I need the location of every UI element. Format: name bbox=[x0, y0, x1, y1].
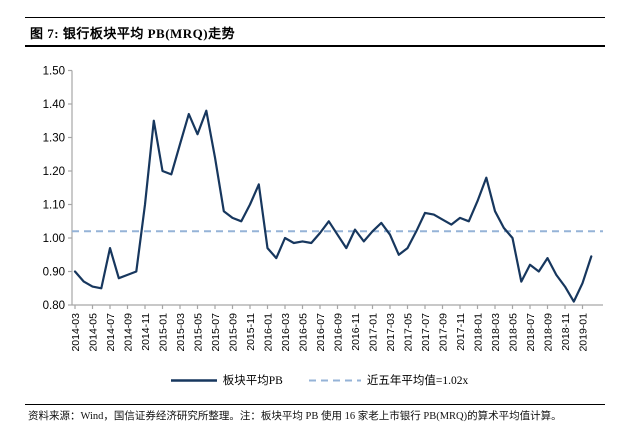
x-tick-label: 2018-09 bbox=[543, 313, 555, 352]
y-tick-label: 1.40 bbox=[43, 99, 65, 111]
footer-rule bbox=[25, 404, 605, 405]
x-tick-label: 2017-09 bbox=[438, 313, 450, 352]
chart-legend: 板块平均PB 近五年平均值=1.02x bbox=[36, 370, 603, 390]
y-tick-label: 0.90 bbox=[43, 267, 65, 279]
x-tick-label: 2018-01 bbox=[473, 313, 485, 352]
y-tick-label: 0.80 bbox=[43, 300, 65, 312]
x-tick-label: 2017-07 bbox=[420, 313, 432, 352]
x-tick-label: 2019-01 bbox=[578, 313, 590, 352]
dashed-line-sample bbox=[308, 379, 361, 381]
x-tick-label: 2016-09 bbox=[333, 313, 345, 352]
legend-item-average: 近五年平均值=1.02x bbox=[308, 372, 469, 388]
top-rule bbox=[25, 17, 605, 18]
y-tick-label: 1.00 bbox=[43, 233, 65, 245]
x-tick-label: 2016-07 bbox=[315, 313, 327, 352]
x-tick-label: 2015-09 bbox=[228, 313, 240, 352]
x-tick-label: 2014-09 bbox=[123, 313, 135, 352]
y-tick-label: 1.10 bbox=[43, 200, 65, 212]
x-tick-label: 2014-05 bbox=[88, 313, 100, 352]
x-tick-label: 2015-03 bbox=[175, 313, 187, 352]
x-tick-label: 2015-07 bbox=[210, 313, 222, 352]
x-tick-label: 2017-03 bbox=[385, 313, 397, 352]
y-tick-label: 1.30 bbox=[43, 133, 65, 145]
legend-label-average: 近五年平均值=1.02x bbox=[366, 375, 469, 387]
x-tick-label: 2018-05 bbox=[508, 313, 520, 352]
x-tick-label: 2014-07 bbox=[105, 313, 117, 352]
x-tick-label: 2018-11 bbox=[560, 313, 572, 351]
x-tick-label: 2014-03 bbox=[70, 313, 82, 352]
x-tick-label: 2015-11 bbox=[245, 313, 257, 351]
y-tick-label: 1.20 bbox=[43, 166, 65, 178]
figure-title: 图 7: 银行板块平均 PB(MRQ)走势 bbox=[30, 26, 236, 41]
legend-label-pb: 板块平均PB bbox=[222, 375, 283, 387]
x-tick-label: 2016-05 bbox=[298, 313, 310, 352]
y-tick-label: 1.50 bbox=[43, 66, 65, 78]
x-tick-label: 2017-01 bbox=[368, 313, 380, 352]
solid-line-sample bbox=[170, 378, 217, 382]
x-tick-label: 2016-11 bbox=[350, 313, 362, 351]
x-tick-label: 2018-07 bbox=[525, 313, 537, 352]
x-tick-label: 2014-11 bbox=[140, 313, 152, 351]
x-tick-label: 2017-11 bbox=[455, 313, 467, 351]
x-tick-label: 2016-03 bbox=[280, 313, 292, 352]
source-note: 资料来源：Wind，国信证券经济研究所整理。注：板块平均 PB 使用 16 家老… bbox=[28, 411, 562, 422]
legend-item-pb: 板块平均PB bbox=[170, 372, 283, 388]
x-tick-label: 2016-01 bbox=[263, 313, 275, 352]
x-tick-label: 2017-05 bbox=[403, 313, 415, 352]
pb-series-line bbox=[73, 109, 593, 303]
x-tick-label: 2015-05 bbox=[193, 313, 205, 352]
x-tick-label: 2018-03 bbox=[490, 313, 502, 352]
title-rule bbox=[25, 45, 605, 47]
x-tick-label: 2015-01 bbox=[158, 313, 170, 352]
